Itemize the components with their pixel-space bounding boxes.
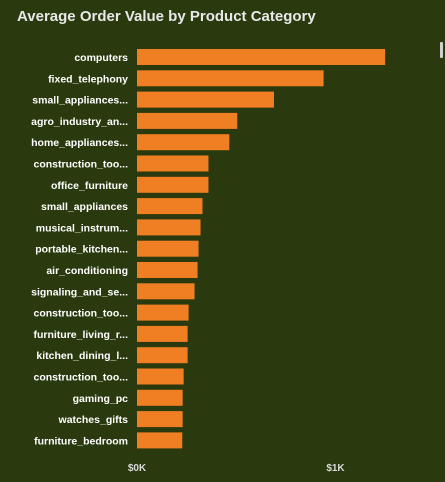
category-label: construction_too...: [34, 159, 129, 171]
bar[interactable]: [137, 368, 184, 385]
category-label: office_furniture: [51, 180, 128, 192]
chart-title: Average Order Value by Product Category: [17, 8, 316, 25]
category-label: home_appliances...: [31, 137, 128, 149]
category-label: gaming_pc: [73, 393, 129, 405]
category-label: small_appliances...: [32, 95, 128, 107]
category-label: agro_industry_an...: [31, 116, 128, 128]
bar[interactable]: [137, 112, 238, 129]
bar[interactable]: [137, 70, 324, 87]
bar[interactable]: [137, 176, 209, 193]
category-label: construction_too...: [34, 308, 129, 320]
scrollbar-thumb[interactable]: [440, 42, 443, 58]
bar[interactable]: [137, 155, 209, 172]
category-label: furniture_living_r...: [33, 329, 128, 341]
bar[interactable]: [137, 389, 183, 406]
bar[interactable]: [137, 219, 201, 236]
category-label: portable_kitchen...: [35, 244, 128, 256]
bar[interactable]: [137, 411, 183, 428]
bar[interactable]: [137, 49, 386, 65]
bar[interactable]: [137, 347, 188, 364]
bar[interactable]: [137, 432, 183, 449]
bar[interactable]: [137, 283, 195, 300]
category-label: kitchen_dining_l...: [36, 350, 128, 362]
category-label: furniture_bedroom: [34, 435, 128, 447]
bar[interactable]: [137, 91, 274, 108]
category-label: musical_instrum...: [36, 222, 128, 234]
category-label: fixed_telephony: [48, 73, 128, 85]
bar[interactable]: [137, 134, 230, 151]
category-label: watches_gifts: [58, 414, 129, 426]
category-label: computers: [74, 52, 128, 64]
category-label: construction_too...: [34, 372, 129, 384]
category-label: air_conditioning: [46, 265, 128, 277]
x-tick-label: $1K: [326, 463, 345, 474]
category-label: signaling_and_se...: [31, 286, 128, 298]
category-label: small_appliances: [41, 201, 128, 213]
x-tick-label: $0K: [128, 463, 147, 474]
bar[interactable]: [137, 262, 198, 278]
bar[interactable]: [137, 198, 203, 215]
bar[interactable]: [137, 304, 189, 321]
bar[interactable]: [137, 325, 188, 342]
bar[interactable]: [137, 240, 199, 257]
